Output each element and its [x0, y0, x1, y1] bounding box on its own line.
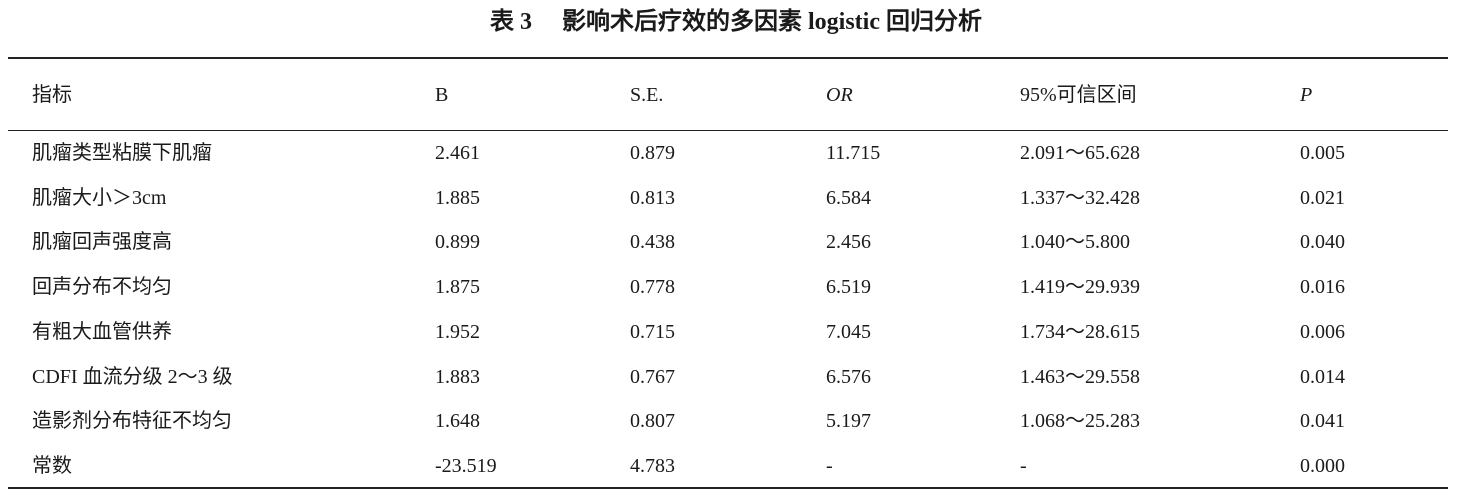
- cell: 2.091～65.628: [1020, 142, 1140, 164]
- column-header: 95%可信区间: [1020, 84, 1137, 106]
- cell: 1.875: [435, 276, 480, 299]
- cell: 1.648: [435, 410, 480, 433]
- cell: 1.883: [435, 365, 480, 388]
- cell: 6.584: [826, 186, 871, 209]
- cell: 0.016: [1300, 276, 1345, 299]
- header-rule: [8, 130, 1448, 131]
- column-header: 指标: [32, 84, 72, 106]
- cell: 0.767: [630, 365, 675, 388]
- cell: 0.014: [1300, 365, 1345, 388]
- cell: 0.807: [630, 410, 675, 433]
- bottom-rule: [8, 487, 1448, 489]
- cell: -: [826, 454, 833, 477]
- cell: 1.337～32.428: [1020, 186, 1140, 209]
- cell: 0.006: [1300, 320, 1345, 343]
- column-header: OR: [826, 84, 853, 106]
- cell: 1.463～29.558: [1020, 365, 1140, 388]
- column-header: S.E.: [630, 84, 664, 106]
- cell: 2.461: [435, 142, 480, 164]
- cell: 5.197: [826, 410, 871, 433]
- cell: -: [1020, 454, 1027, 477]
- cell: 7.045: [826, 320, 871, 343]
- cell: 0.715: [630, 320, 675, 343]
- cell: 1.885: [435, 186, 480, 209]
- cell: 0.021: [1300, 186, 1345, 209]
- cell: 0.879: [630, 142, 675, 164]
- cell: 1.040～5.800: [1020, 231, 1130, 254]
- cell: 2.456: [826, 231, 871, 254]
- cell: 0.778: [630, 276, 675, 299]
- column-header: P: [1300, 84, 1313, 106]
- row-label: 常数: [32, 454, 72, 477]
- cell: 1.952: [435, 320, 480, 343]
- cell: 4.783: [630, 454, 675, 477]
- column-header: B: [435, 84, 449, 106]
- cell: -23.519: [435, 454, 497, 477]
- row-label: 肌瘤大小＞3cm: [32, 186, 167, 209]
- cell: 0.813: [630, 186, 675, 209]
- cell: 6.576: [826, 365, 871, 388]
- table-caption: 影响术后疗效的多因素 logistic 回归分析: [562, 9, 982, 35]
- cell: 1.068～25.283: [1020, 410, 1140, 433]
- cell: 0.005: [1300, 142, 1345, 164]
- row-label: 有粗大血管供养: [32, 320, 172, 343]
- cell: 0.899: [435, 231, 480, 254]
- cell: 1.734～28.615: [1020, 320, 1140, 343]
- cell: 0.040: [1300, 231, 1345, 254]
- row-label: 造影剂分布特征不均匀: [32, 410, 232, 433]
- row-label: 肌瘤类型粘膜下肌瘤: [32, 142, 212, 164]
- table-label: 表 3: [490, 9, 532, 35]
- top-rule: [8, 57, 1448, 59]
- row-label: 肌瘤回声强度高: [32, 231, 172, 254]
- cell: 11.715: [826, 142, 881, 164]
- cell: 1.419～29.939: [1020, 276, 1140, 299]
- cell: 0.000: [1300, 454, 1345, 477]
- table-title: 表 3 影响术后疗效的多因素 logistic 回归分析: [0, 6, 1472, 38]
- cell: 0.041: [1300, 410, 1345, 433]
- cell: 0.438: [630, 231, 675, 254]
- row-label: 回声分布不均匀: [32, 276, 172, 299]
- row-label: CDFI 血流分级 2～3 级: [32, 365, 233, 388]
- cell: 6.519: [826, 276, 871, 299]
